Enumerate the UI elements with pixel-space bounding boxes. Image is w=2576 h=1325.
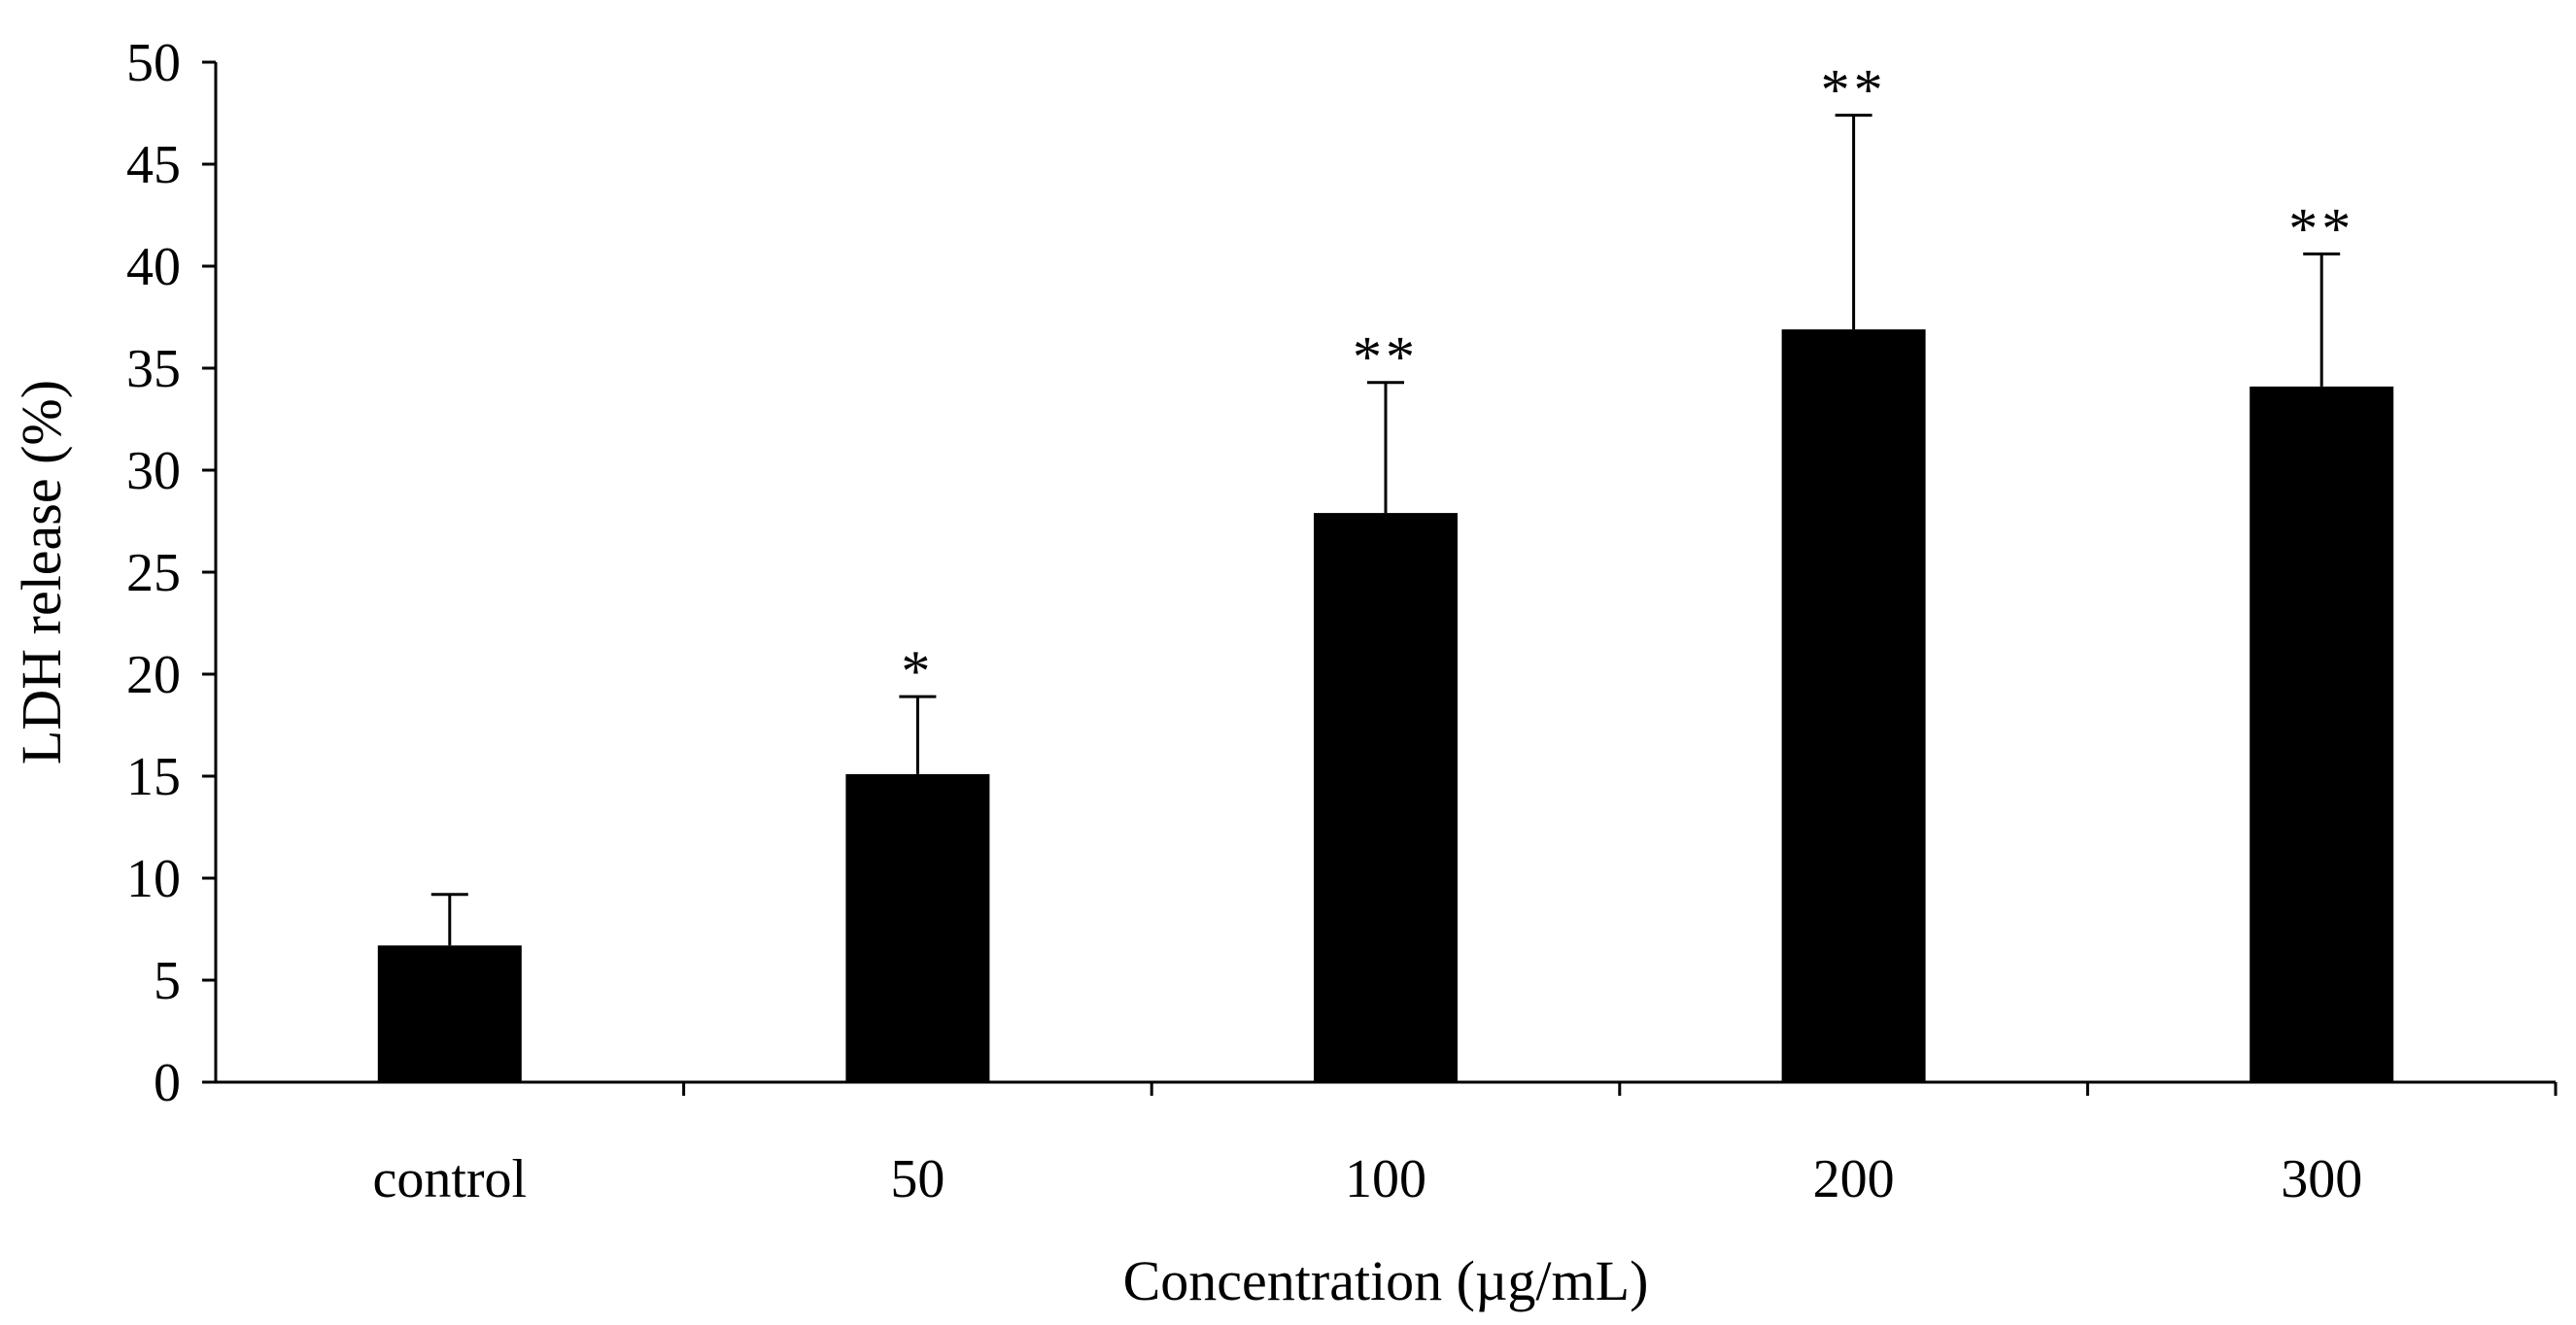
y-axis: 0 5 10 15 20 25 30 35 40 45 50 (126, 33, 218, 1113)
y-tick-label: 25 (126, 543, 181, 603)
y-tick-label: 5 (154, 951, 181, 1011)
bar-series (377, 329, 2394, 1083)
y-tick-label: 40 (126, 237, 181, 297)
y-tick-label: 0 (154, 1053, 181, 1113)
y-tick-label: 20 (126, 645, 181, 705)
x-tick-label: 200 (1813, 1149, 1895, 1209)
x-tick-label: 300 (2281, 1149, 2362, 1209)
significance-markers: ******* (901, 58, 2354, 703)
y-tick-label: 15 (126, 747, 181, 807)
bar-100 (1314, 513, 1458, 1082)
x-tick-label: 100 (1345, 1149, 1426, 1209)
y-tick-label: 45 (126, 135, 181, 195)
y-tick-label: 50 (126, 33, 181, 93)
x-axis-title: Concentration (µg/mL) (1123, 1249, 1649, 1312)
bar-300 (2250, 386, 2394, 1082)
y-tick-label: 30 (126, 441, 181, 501)
significance-marker-300: ** (2288, 196, 2354, 260)
significance-marker-100: ** (1353, 325, 1419, 390)
bar-50 (845, 773, 990, 1082)
x-tick-label: 50 (890, 1149, 945, 1209)
bar-control (377, 945, 522, 1082)
significance-marker-200: ** (1821, 58, 1887, 122)
bar-200 (1781, 329, 1926, 1083)
y-tick-label: 10 (126, 849, 181, 909)
x-tick-label: control (372, 1149, 527, 1209)
x-axis: control 50 100 200 300 (216, 1080, 2558, 1209)
y-axis-title: LDH release (%) (10, 380, 73, 764)
y-tick-label: 35 (126, 339, 181, 399)
error-bar-series (430, 114, 2341, 946)
significance-marker-50: * (901, 639, 934, 703)
